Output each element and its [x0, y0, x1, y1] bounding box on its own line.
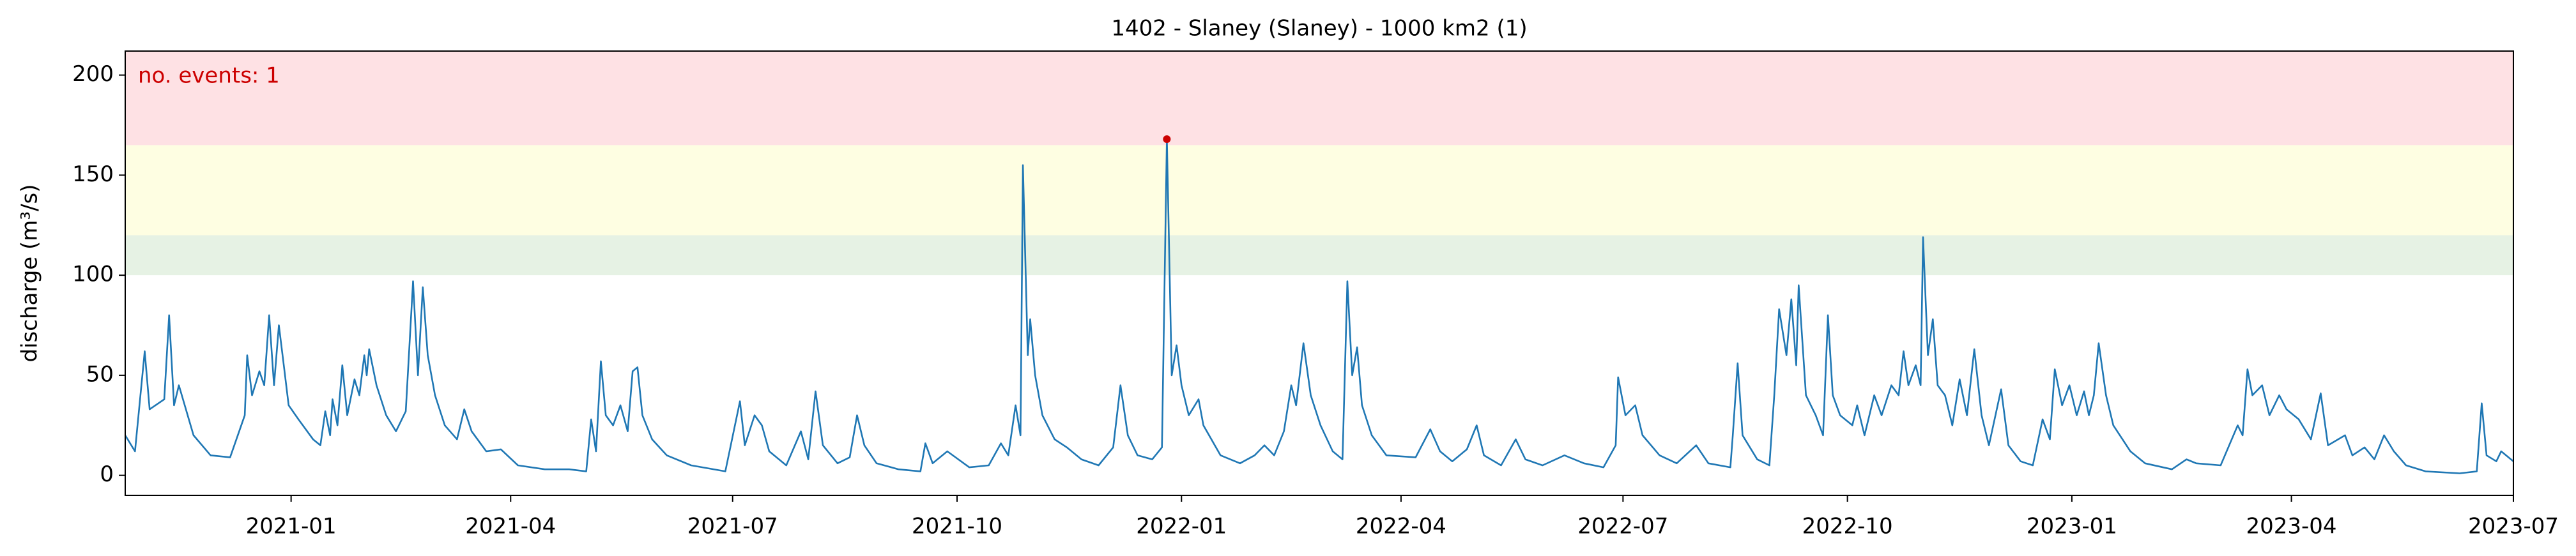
- x-tick-label: 2021-07: [687, 514, 778, 539]
- threshold-band: [125, 51, 2513, 146]
- y-tick-label: 0: [100, 462, 114, 487]
- plot-frame: [125, 50, 2514, 496]
- x-tick-label: 2022-10: [1802, 514, 1893, 539]
- annotation: no. events: 1: [138, 63, 280, 89]
- chart-title: 1402 - Slaney (Slaney) - 1000 km2 (1): [1111, 16, 1527, 41]
- discharge-line: [124, 138, 2514, 474]
- threshold-band: [125, 235, 2513, 276]
- y-tick-label: 50: [86, 361, 114, 387]
- x-tick-label: 2021-10: [912, 514, 1002, 539]
- y-tick-label: 200: [72, 61, 114, 87]
- y-axis-label: discharge (m³/s): [17, 184, 43, 363]
- x-tick-label: 2022-04: [1356, 514, 1446, 539]
- x-tick-label: 2021-01: [246, 514, 337, 539]
- x-tick-label: 2022-01: [1136, 514, 1227, 539]
- event-marker: [1163, 135, 1171, 143]
- threshold-band: [125, 145, 2513, 236]
- x-tick-label: 2023-01: [2027, 514, 2117, 539]
- x-tick-label: 2021-04: [465, 514, 556, 539]
- x-tick-label: 2023-04: [2246, 514, 2337, 539]
- x-tick-label: 2022-07: [1577, 514, 1668, 539]
- y-tick-label: 100: [72, 262, 114, 287]
- y-tick-label: 150: [72, 162, 114, 187]
- x-tick-label: 2023-07: [2468, 514, 2559, 539]
